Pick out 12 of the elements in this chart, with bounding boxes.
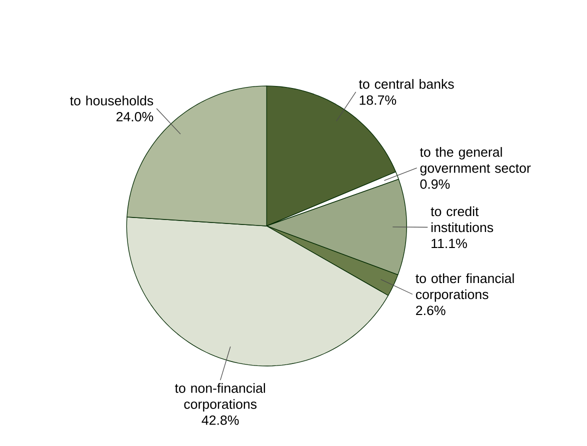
data-label: 24.0% [116,112,154,122]
data-label: 42.8% [202,415,239,425]
slice-label: to households [70,96,154,106]
data-label: 2.6% [416,306,446,316]
data-label: 11.1% [432,238,467,248]
slice-label: to credit institutions [430,206,494,232]
data-label: 0.9% [420,179,450,189]
slice-label: to other financial corporations [416,273,514,302]
slice-label: to the general government sector [420,147,531,176]
data-label: 18.7% [360,95,396,105]
slice-label: to central banks [358,79,454,89]
slice-label: to non-financial corporations [174,383,266,412]
